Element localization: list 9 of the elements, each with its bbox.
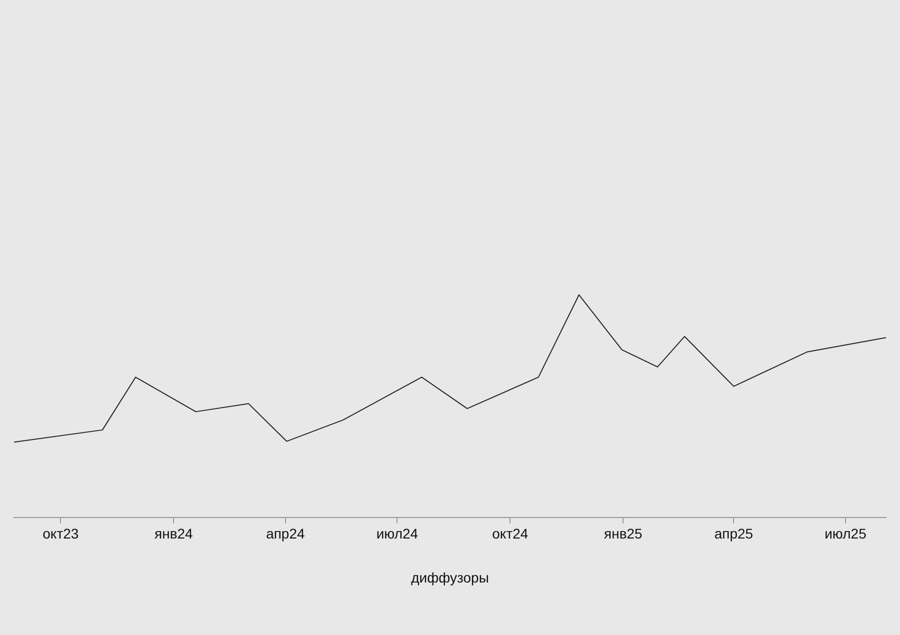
x-tick-label: окт24 (492, 526, 528, 542)
x-tick-label: янв25 (604, 526, 643, 542)
x-tick-label: июл25 (824, 526, 867, 542)
x-tick-label: апр25 (714, 526, 754, 542)
x-tick-label: янв24 (154, 526, 194, 542)
x-axis-title: диффузоры (411, 569, 489, 586)
x-tick-label: окт23 (42, 526, 79, 542)
x-tick-label: апр24 (266, 526, 305, 542)
x-tick-label: июл24 (376, 526, 418, 542)
